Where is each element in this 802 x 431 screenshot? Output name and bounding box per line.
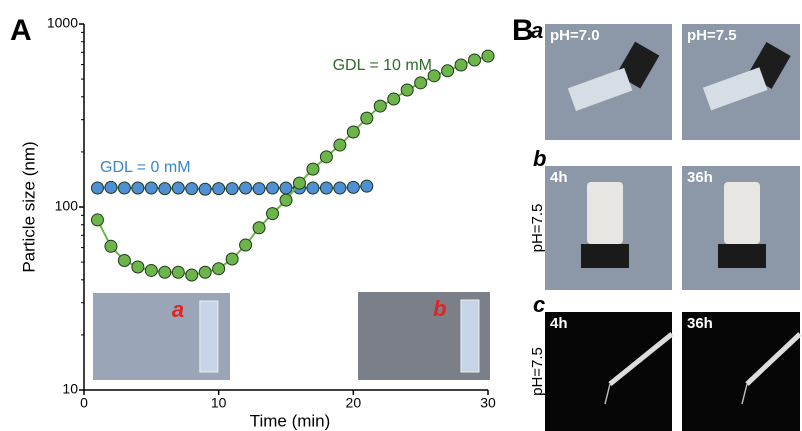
y-tick-label: 100 xyxy=(55,198,79,214)
data-point xyxy=(307,163,319,175)
x-tick-label: 30 xyxy=(480,395,496,411)
data-point xyxy=(226,183,238,195)
data-point xyxy=(320,182,332,194)
data-point xyxy=(320,151,332,163)
data-point xyxy=(334,182,346,194)
data-point xyxy=(482,50,494,62)
data-point xyxy=(347,181,359,193)
row-label: b xyxy=(533,146,546,171)
x-tick-label: 20 xyxy=(346,395,362,411)
photo-label: pH=7.0 xyxy=(550,27,600,44)
data-point xyxy=(253,222,265,234)
data-point xyxy=(415,77,427,89)
photo-label: 36h xyxy=(687,315,713,332)
data-point xyxy=(361,112,373,124)
data-point xyxy=(226,253,238,265)
data-point xyxy=(91,182,103,194)
x-tick-label: 10 xyxy=(211,395,227,411)
data-point xyxy=(186,269,198,281)
data-point xyxy=(105,240,117,252)
data-point xyxy=(213,263,225,275)
inset-cuvette xyxy=(200,301,218,372)
data-point xyxy=(105,181,117,193)
data-point xyxy=(280,182,292,194)
data-point xyxy=(347,126,359,138)
data-point xyxy=(199,183,211,195)
data-point xyxy=(118,182,130,194)
photo-object xyxy=(724,182,760,244)
photo-label: 4h xyxy=(550,315,568,332)
series-label: GDL = 0 mM xyxy=(100,159,191,176)
data-point xyxy=(145,264,157,276)
data-point xyxy=(199,266,211,278)
x-tick-label: 0 xyxy=(80,395,88,411)
data-point xyxy=(267,208,279,220)
y-tick-label: 1000 xyxy=(47,15,78,31)
row-label: c xyxy=(533,292,545,317)
inset-cuvette xyxy=(461,300,479,372)
data-point xyxy=(388,93,400,105)
photo-object xyxy=(581,244,629,268)
data-point xyxy=(253,183,265,195)
data-point xyxy=(91,214,103,226)
data-point xyxy=(159,183,171,195)
data-point xyxy=(118,255,130,267)
side-label: pH=7.5 xyxy=(529,204,546,253)
row-label: a xyxy=(531,18,543,43)
data-point xyxy=(172,266,184,278)
data-point xyxy=(374,100,386,112)
data-point xyxy=(293,177,305,189)
photo-label: 36h xyxy=(687,169,713,186)
data-point xyxy=(240,182,252,194)
data-point xyxy=(240,239,252,251)
data-point xyxy=(280,194,292,206)
data-point xyxy=(172,182,184,194)
photo-label: pH=7.5 xyxy=(687,27,737,44)
x-axis-label: Time (min) xyxy=(250,411,331,430)
data-point xyxy=(159,266,171,278)
data-point xyxy=(186,183,198,195)
figure: ab1010010000102030Time (min)Particle siz… xyxy=(0,0,802,431)
data-point xyxy=(267,182,279,194)
data-point xyxy=(361,180,373,192)
y-axis-label: Particle size (nm) xyxy=(19,141,38,272)
photo-object xyxy=(587,182,623,244)
inset-label: a xyxy=(172,297,184,322)
data-point xyxy=(442,65,454,77)
data-point xyxy=(132,182,144,194)
data-point xyxy=(455,59,467,71)
inset-label: b xyxy=(433,296,446,321)
photo-object xyxy=(718,244,766,268)
side-label: pH=7.5 xyxy=(529,347,546,396)
panel-label: A xyxy=(10,14,32,47)
data-point xyxy=(132,261,144,273)
data-point xyxy=(213,183,225,195)
photo-label: 4h xyxy=(550,169,568,186)
data-point xyxy=(401,84,413,96)
data-point xyxy=(334,139,346,151)
data-point xyxy=(145,182,157,194)
data-point xyxy=(307,182,319,194)
series-label: GDL = 10 mM xyxy=(333,57,432,74)
y-tick-label: 10 xyxy=(62,381,78,397)
data-point xyxy=(469,54,481,66)
